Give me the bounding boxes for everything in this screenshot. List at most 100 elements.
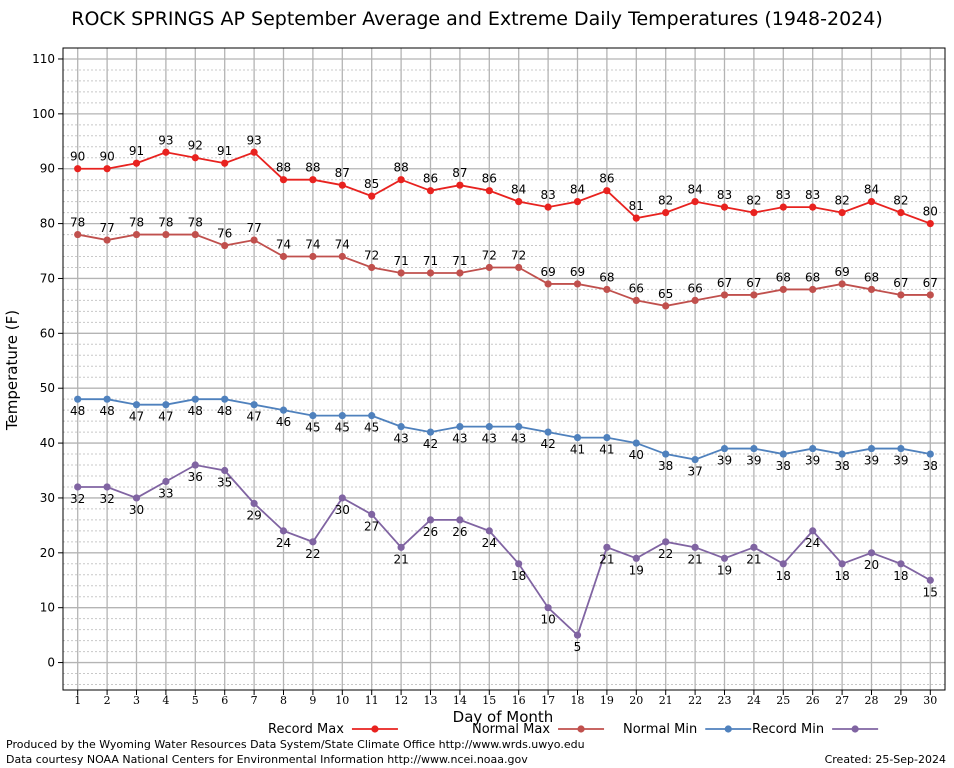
record-max-point: [191, 154, 199, 162]
record-min-point: [544, 604, 552, 612]
normal-min-data-label: 39: [746, 454, 761, 468]
legend-item-record-max: Record Max: [268, 722, 398, 737]
normal-max-data-label: 68: [864, 270, 879, 284]
normal-max-point: [603, 285, 611, 294]
normal-min-point: [426, 428, 435, 436]
record-min-point: [897, 560, 905, 568]
normal-max-data-label: 65: [658, 287, 673, 301]
y-tick-label: 60: [40, 326, 55, 340]
normal-min-data-label: 46: [276, 415, 291, 429]
record-min-point: [515, 560, 523, 568]
normal-max-point: [74, 230, 82, 239]
normal-min-point: [103, 395, 111, 403]
record-max-point: [250, 148, 258, 156]
y-tick-label: 50: [40, 381, 55, 395]
record-min-data-label: 20: [864, 558, 879, 572]
normal-max-point: [132, 230, 141, 239]
plot-frame: [62, 47, 946, 691]
normal-max-data-label: 71: [393, 254, 408, 268]
record-max-point: [632, 214, 640, 222]
normal-min-point: [750, 444, 758, 453]
normal-min-data-label: 48: [70, 404, 85, 418]
legend-swatch-marker: [577, 725, 585, 733]
normal-min-point: [632, 439, 640, 447]
record-max-point: [485, 187, 493, 195]
record-max-data-label: 81: [629, 199, 644, 213]
footer-data-courtesy: Data courtesy NOAA National Centers for …: [6, 753, 528, 766]
x-tick-label: 20: [629, 694, 643, 707]
record-min-point: [426, 516, 435, 524]
normal-min-data-label: 45: [364, 421, 379, 435]
normal-min-data-label: 48: [99, 404, 114, 418]
record-max-point: [456, 181, 464, 189]
record-min-point: [250, 499, 258, 508]
record-max-data-label: 88: [305, 161, 320, 175]
record-max-point: [573, 198, 582, 206]
record-max-data-label: 83: [805, 188, 820, 202]
normal-min-data-label: 39: [893, 454, 908, 468]
record-max-data-label: 88: [393, 161, 408, 175]
record-min-point: [456, 516, 464, 524]
record-min-data-label: 18: [776, 569, 791, 583]
normal-max-point: [691, 296, 699, 305]
record-max-point: [779, 203, 787, 211]
normal-max-data-label: 69: [540, 265, 555, 279]
normal-max-series: 78 77 78 78 78 76 77 74 74 74 72 71 71 71 72 72 69 69 68 66…: [70, 216, 938, 310]
normal-max-data-label: 67: [717, 276, 732, 290]
normal-max-point: [867, 285, 876, 294]
normal-max-data-label: 66: [629, 281, 644, 295]
record-max-point: [691, 198, 699, 206]
record-max-data-label: 84: [570, 183, 585, 197]
record-min-point: [926, 576, 934, 584]
normal-min-point: [662, 450, 670, 458]
normal-min-data-label: 39: [717, 454, 732, 468]
footer-created: Created: 25-Sep-2024: [824, 753, 946, 766]
record-max-data-label: 83: [540, 188, 555, 202]
record-max-data-label: 86: [599, 172, 614, 186]
normal-min-data-label: 48: [188, 404, 203, 418]
record-max-point: [926, 219, 934, 228]
normal-min-series: 48 48 47 47 48 48 47 46 45 45 45 43 42 43 43 43 42 41 41 40…: [70, 395, 938, 479]
x-tick-label: 2: [104, 694, 111, 707]
x-tick-label: 21: [659, 694, 673, 707]
normal-max-point: [809, 285, 817, 294]
record-max-point: [838, 209, 846, 217]
normal-max-point: [573, 280, 582, 288]
record-max-point: [368, 192, 376, 200]
normal-max-data-label: 72: [511, 248, 526, 262]
record-max-data-label: 90: [99, 150, 114, 164]
record-min-data-label: 10: [540, 613, 555, 627]
record-max-point: [809, 203, 817, 211]
record-min-data-label: 21: [393, 552, 408, 566]
x-axis-label: Day of Month: [453, 708, 554, 726]
record-min-data-label: 30: [335, 503, 350, 517]
normal-min-data-label: 45: [335, 421, 350, 435]
record-max-data-label: 82: [746, 194, 761, 208]
x-tick-label: 26: [806, 694, 820, 707]
record-min-point: [691, 543, 699, 551]
record-max-data-label: 91: [217, 144, 232, 158]
record-max-point: [750, 209, 758, 217]
x-tick-label: 19: [600, 694, 614, 707]
legend-label: Normal Max: [472, 722, 550, 737]
x-tick-label: 22: [688, 694, 702, 707]
record-min-point: [132, 494, 141, 502]
record-min-data-label: 24: [482, 536, 497, 550]
record-min-point: [720, 554, 729, 562]
record-max-point: [397, 176, 405, 184]
normal-max-data-label: 68: [599, 270, 614, 284]
normal-max-point: [926, 291, 934, 299]
normal-max-point: [897, 291, 905, 299]
record-min-point: [809, 527, 817, 535]
normal-min-point: [691, 455, 699, 464]
normal-min-data-label: 39: [805, 454, 820, 468]
normal-min-data-label: 38: [658, 459, 673, 473]
x-tick-label: 23: [718, 694, 732, 707]
normal-min-data-label: 47: [129, 410, 144, 424]
normal-max-data-label: 67: [893, 276, 908, 290]
normal-max-data-label: 78: [188, 216, 203, 230]
normal-max-point: [279, 252, 288, 261]
record-max-point: [132, 159, 141, 167]
record-min-point: [279, 527, 288, 535]
x-tick-label: 24: [747, 694, 761, 707]
